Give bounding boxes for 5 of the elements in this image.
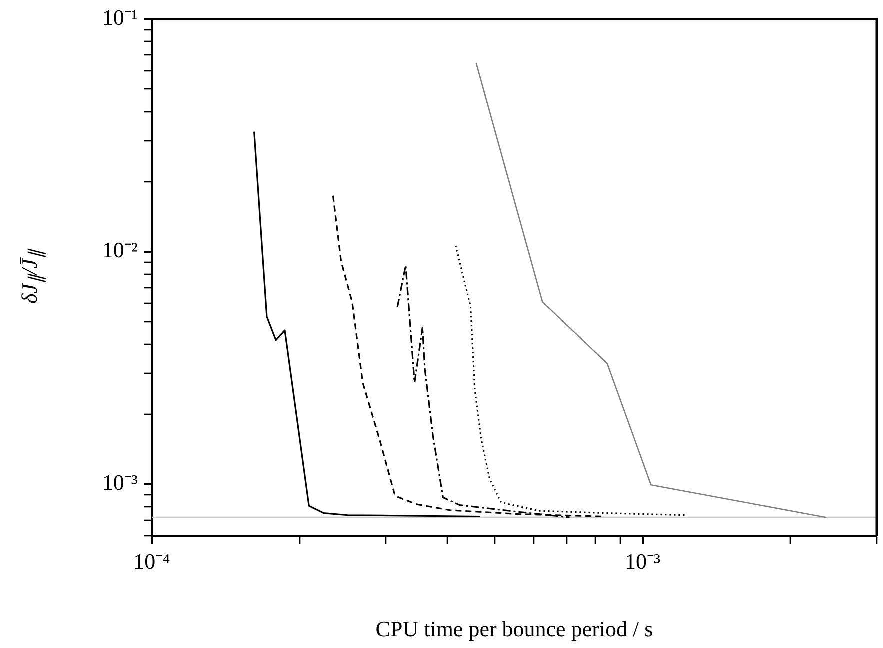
y-tick-label: 10⁻² xyxy=(102,238,138,263)
x-tick-label: 10⁻⁴ xyxy=(134,548,171,574)
y-tick-label: 10⁻³ xyxy=(102,470,138,496)
x-axis-title: CPU time per bounce period / s xyxy=(376,616,654,642)
y-tick-label: 10⁻¹ xyxy=(102,4,138,30)
